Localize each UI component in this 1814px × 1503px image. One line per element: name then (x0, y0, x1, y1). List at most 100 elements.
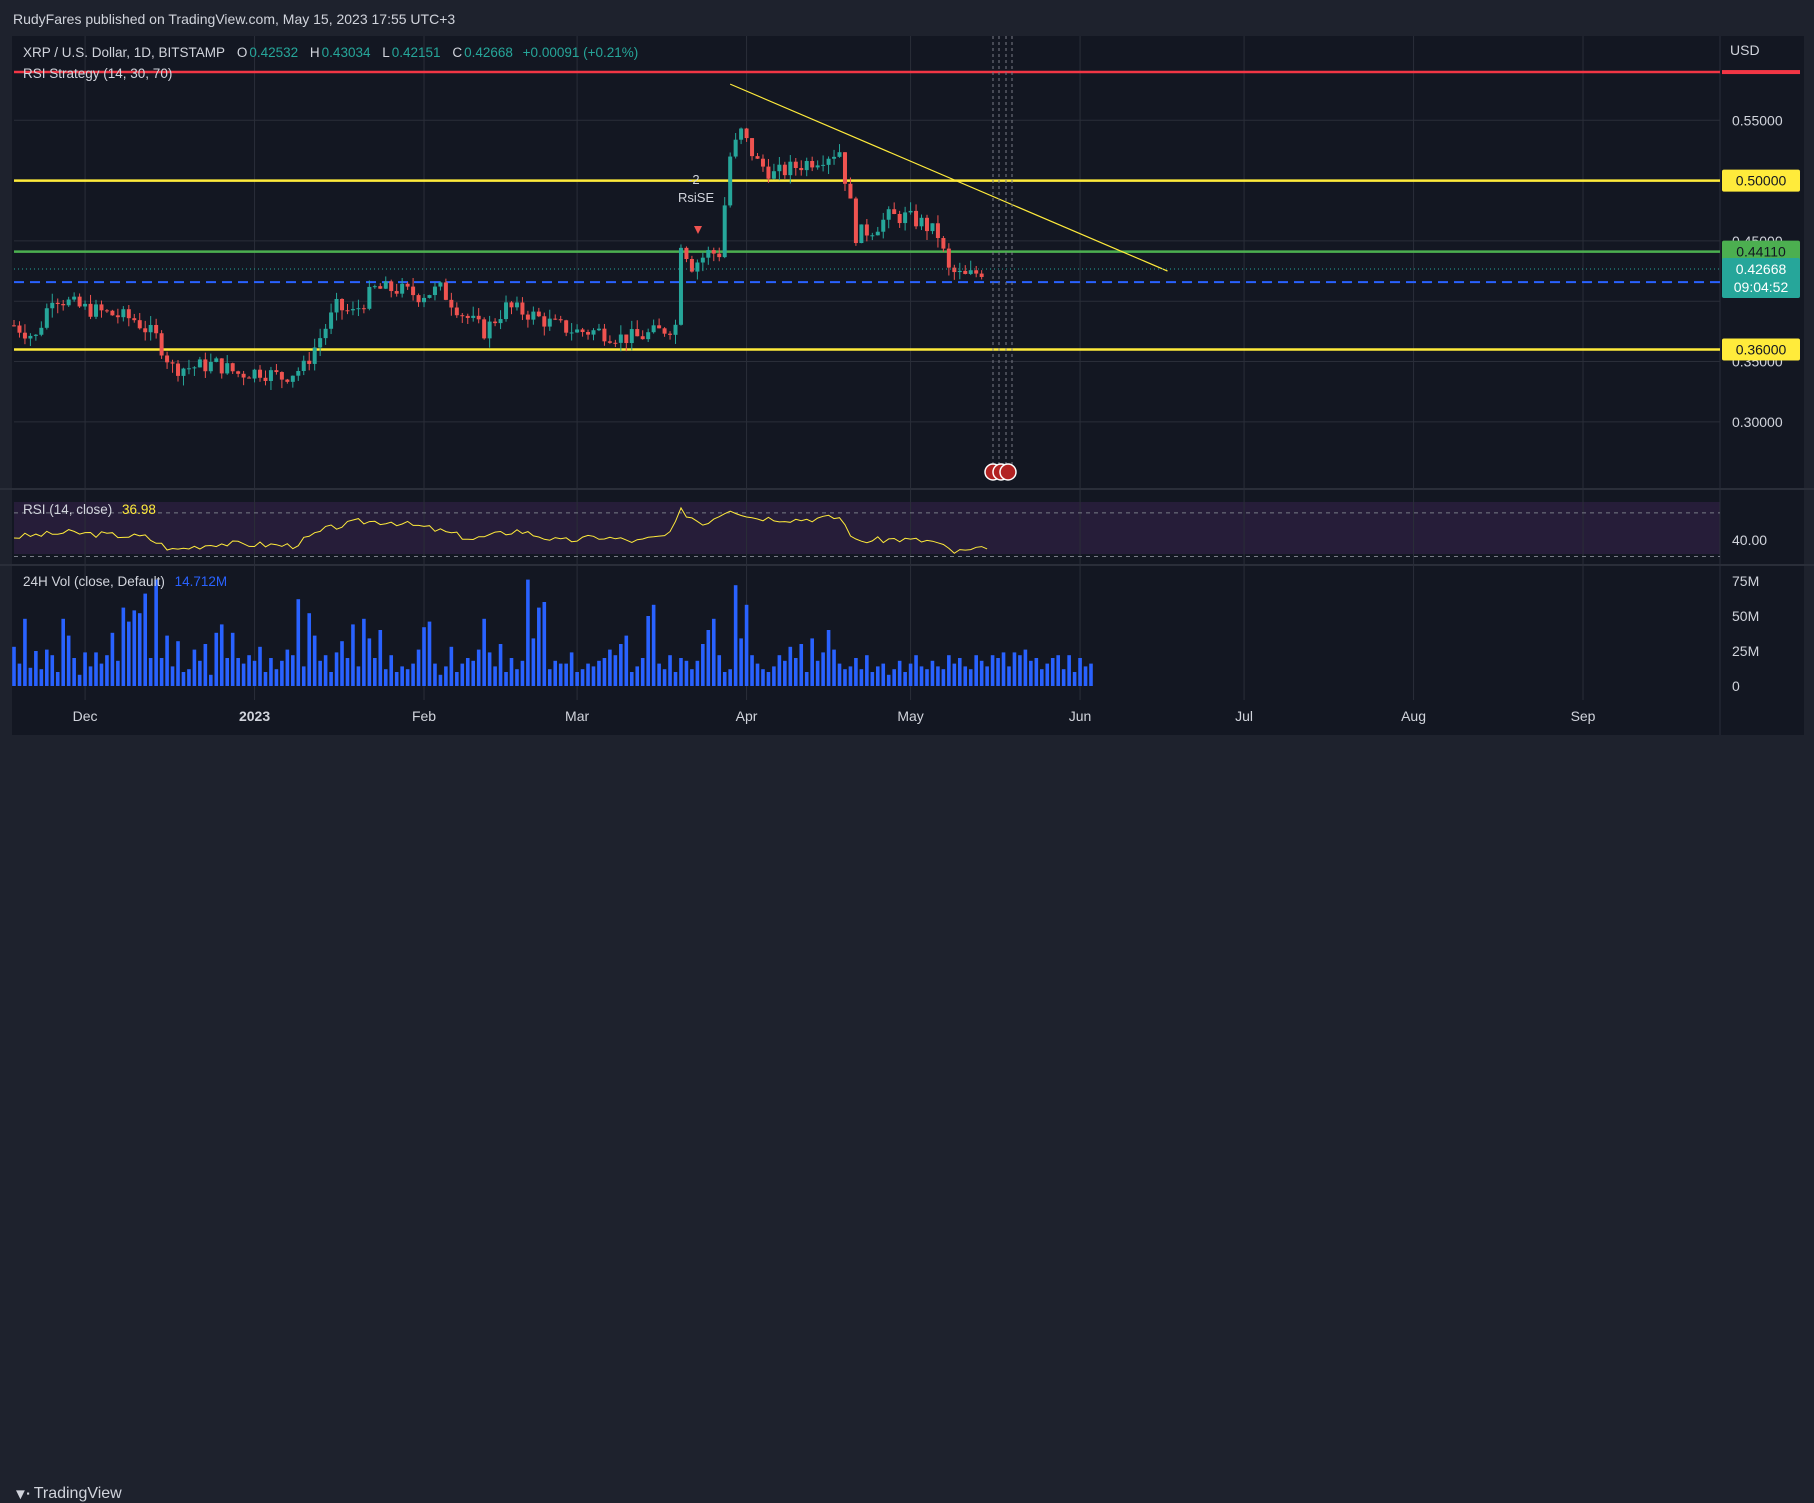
volume-bar (985, 666, 989, 686)
candle-body (487, 321, 492, 339)
candle-body (930, 223, 935, 232)
change-value: +0.00091 (+0.21%) (522, 45, 639, 60)
volume-bar (274, 669, 279, 686)
candle-body (252, 369, 257, 379)
candle-body (777, 164, 782, 172)
candle-body (61, 304, 66, 306)
candle-body (219, 358, 224, 374)
tradingview-logo[interactable]: ▼ᐧ TradingView (13, 1485, 122, 1503)
volume-bar (39, 669, 44, 686)
volume-bar (345, 658, 350, 686)
candle-body (804, 160, 809, 171)
volume-bar (83, 652, 87, 686)
volume-bar (996, 658, 1000, 686)
volume-bar (1045, 663, 1050, 686)
signal-count: -2 (688, 172, 700, 187)
volume-bar (258, 646, 262, 686)
volume-bar (821, 652, 825, 686)
candle-body (165, 355, 170, 363)
candle-body (657, 325, 662, 329)
chart-svg[interactable]: Dec 2023 Feb Mar Apr May Jun Jul Aug Sep USD 0.5500… (0, 0, 1814, 740)
candle-body (717, 253, 722, 258)
candle-body (853, 198, 858, 244)
volume-bar (908, 663, 913, 686)
volume-bar (558, 663, 563, 686)
candle-body (821, 164, 826, 166)
volume-bar (77, 674, 82, 686)
volume-bar (55, 672, 60, 686)
candle-body (33, 334, 38, 336)
candle-body (110, 310, 115, 316)
candle-body (832, 156, 837, 159)
volume-bar (733, 585, 738, 686)
volume-bar (799, 644, 804, 686)
volume-bar (744, 604, 749, 686)
volume-bar (1078, 658, 1082, 686)
candle-body (367, 286, 372, 309)
volume-bar (722, 672, 727, 686)
volume-bar (214, 632, 219, 686)
candle-body (39, 327, 44, 335)
volume-bar (575, 672, 579, 686)
volume-bar (892, 669, 896, 686)
candle-body (684, 247, 689, 259)
x-tick-label: Dec (73, 708, 98, 724)
volume-bar (159, 658, 164, 686)
candle-body (454, 307, 459, 316)
volume-bar (433, 663, 437, 686)
candle-body (247, 377, 252, 379)
trendline (14, 36, 1720, 470)
rsi-legend[interactable]: RSI (14, close) 36.98 (23, 502, 158, 517)
volume-bar (394, 672, 399, 686)
volume-bar (979, 660, 984, 686)
volume-bar (476, 649, 481, 686)
volume-bar (1018, 655, 1022, 686)
candle-body (782, 164, 787, 176)
level-label-yellow: 0.50000 (1736, 173, 1787, 189)
symbol-legend[interactable]: XRP / U.S. Dollar, 1D, BITSTAMP O 0.42532… (23, 45, 640, 60)
candle-body (394, 291, 399, 294)
candle-body (258, 369, 263, 378)
candle-body (963, 270, 968, 274)
volume-bar (460, 663, 465, 686)
candle-body (826, 158, 831, 165)
volume-bar (312, 635, 317, 686)
candle-body (509, 302, 514, 308)
close-label: C (452, 45, 463, 60)
candle-body (974, 270, 979, 274)
candle-body (908, 210, 913, 213)
candle-body (154, 324, 159, 334)
volume-label: 24H Vol (close, Default) (23, 574, 165, 589)
candle-body (504, 302, 509, 320)
volume-bar (455, 672, 459, 686)
candle-body (635, 329, 640, 337)
volume-value: 14.712M (174, 574, 228, 589)
volume-bar (619, 644, 623, 686)
volume-legend[interactable]: 24H Vol (close, Default) 14.712M (23, 574, 229, 589)
candle-body (159, 333, 164, 356)
candle-body (279, 372, 284, 380)
volume-bar (854, 658, 858, 686)
candle-body (569, 332, 574, 334)
candle-body (602, 328, 607, 342)
volume-bar (602, 658, 607, 686)
volume-bar (832, 649, 836, 686)
strategy-legend[interactable]: RSI Strategy (14, 30, 70) (23, 66, 174, 81)
candle-body (946, 248, 951, 268)
volume-bar (947, 655, 951, 686)
x-tick-label: Aug (1401, 708, 1426, 724)
candle-body (586, 332, 591, 335)
volume-bar (94, 652, 98, 686)
volume-bar (307, 613, 312, 686)
level-label-yellow: 0.36000 (1736, 341, 1787, 357)
volume-bar (569, 652, 574, 686)
volume-bar (810, 638, 814, 686)
candle-body (203, 359, 208, 372)
candle-body (318, 338, 323, 348)
candle-body (132, 318, 137, 321)
candle-body (170, 362, 175, 364)
candle-body (848, 183, 853, 199)
volume-bar (936, 666, 940, 686)
volume-bar (247, 655, 251, 686)
candle-body (50, 302, 55, 309)
